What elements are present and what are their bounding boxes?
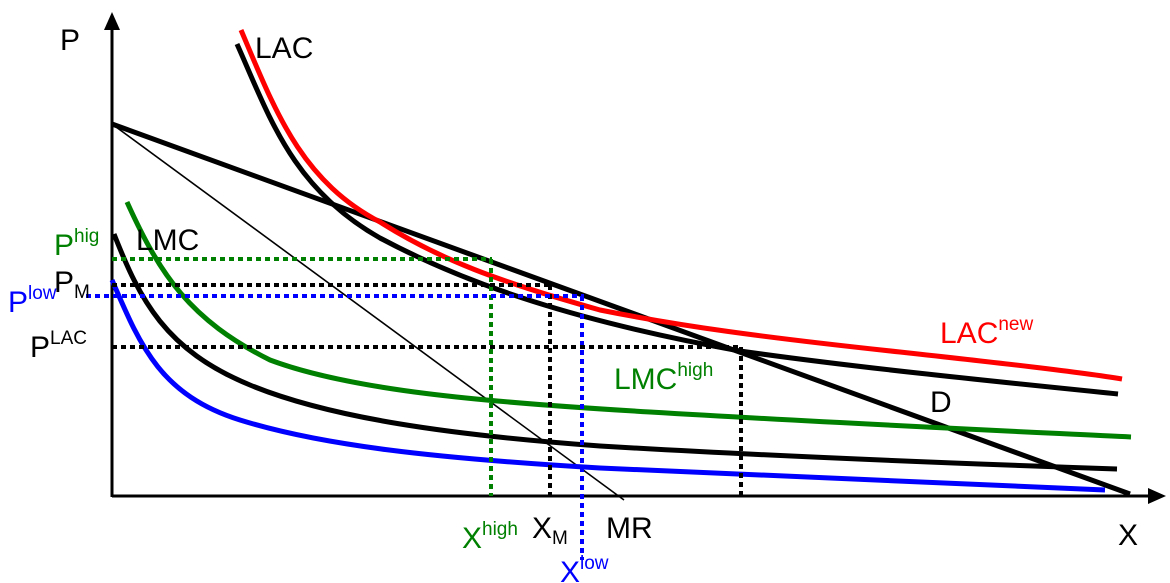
- lmc-high-curve: [124, 200, 1132, 440]
- x-low-label-sup: low: [580, 553, 609, 574]
- lac-new-label: LACnew: [940, 314, 1033, 350]
- p-high-label: Phig: [54, 226, 99, 262]
- x-low-label-main: X: [560, 556, 580, 583]
- lmc-high-label-main: LMC: [614, 363, 677, 396]
- p-low-label: Plow: [8, 283, 57, 319]
- lmc-high-label: LMChigh: [614, 360, 713, 396]
- p-low-label-main: P: [8, 286, 28, 319]
- x-high-label-main: X: [462, 522, 482, 555]
- lac-new-curve: [238, 29, 1123, 382]
- x-m-label-main: X: [532, 512, 552, 545]
- p-m-label-sub: M: [74, 282, 90, 303]
- p-m-label: PM: [54, 266, 90, 303]
- p-lac-label-sup: LAC: [50, 328, 87, 349]
- lmc-label: LMC: [136, 224, 199, 257]
- lmc-curve: [111, 233, 1118, 472]
- lac-new-label-main: LAC: [940, 317, 998, 350]
- lmc-low-curve: [109, 279, 1106, 493]
- lac-curve: [234, 42, 1119, 397]
- lmc-high-label-sup: high: [677, 360, 713, 381]
- x-axis-label: X: [1118, 519, 1138, 552]
- lac-label: LAC: [255, 32, 313, 65]
- x-low-label: Xlow: [560, 553, 609, 583]
- p-m-label-main: P: [54, 266, 74, 299]
- x-m-label: XM: [532, 512, 568, 549]
- demand-curve: [111, 121, 1131, 497]
- p-high-label-sup: hig: [74, 226, 99, 247]
- marginal-revenue-curve: [111, 123, 625, 501]
- p-low-label-sup: low: [28, 283, 57, 304]
- x-m-label-sub: M: [552, 528, 568, 549]
- y-axis-label: P: [60, 24, 80, 57]
- p-lac-label: PLAC: [30, 328, 87, 364]
- marginal-revenue-label: MR: [606, 512, 653, 545]
- lac-new-label-sup: new: [998, 314, 1033, 335]
- demand-label: D: [930, 386, 952, 419]
- p-high-label-main: P: [54, 229, 74, 262]
- p-lac-label-main: P: [30, 331, 50, 364]
- x-high-label-sup: high: [482, 519, 518, 540]
- y-axis-arrowhead: [104, 12, 120, 30]
- x-axis-arrowhead: [1148, 488, 1166, 504]
- x-high-label: Xhigh: [462, 519, 518, 555]
